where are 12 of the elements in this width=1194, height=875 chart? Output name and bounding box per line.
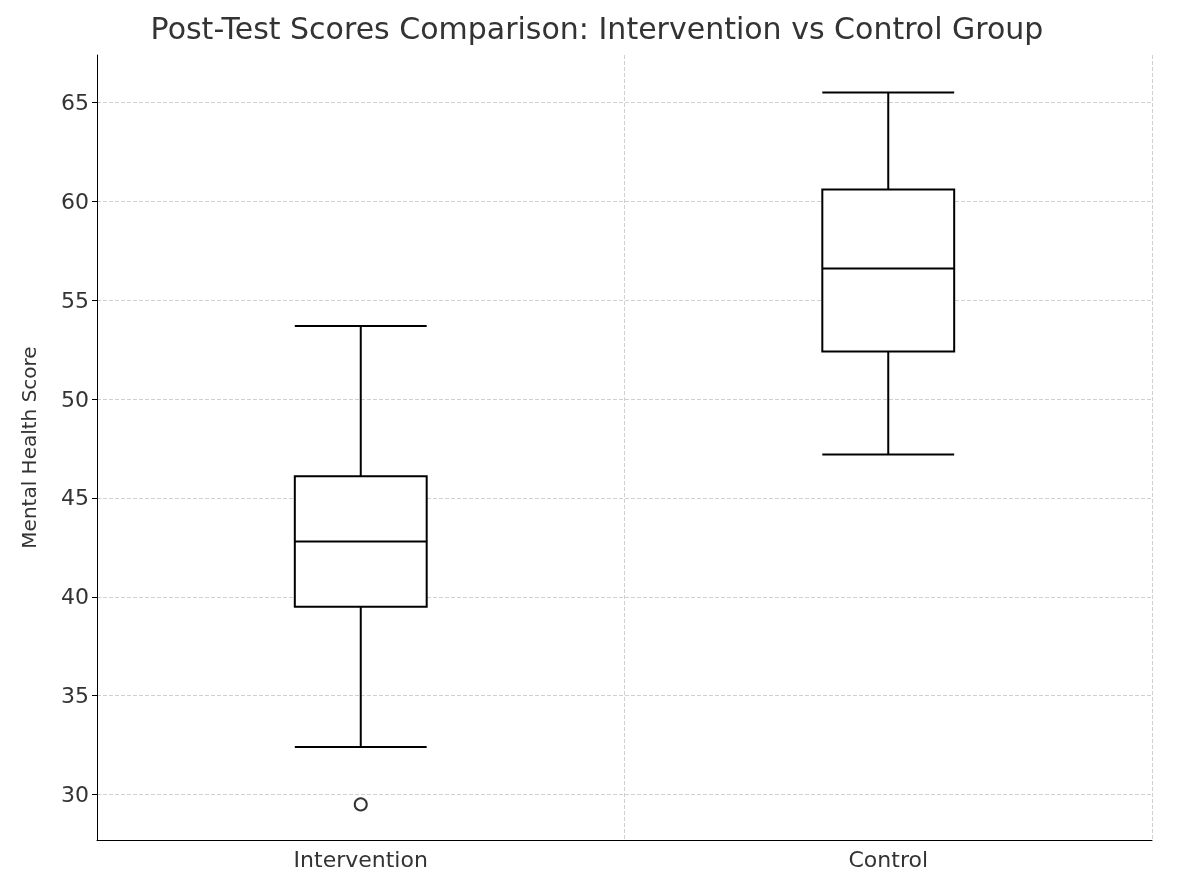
y-axis-title: Mental Health Score (17, 346, 41, 549)
y-tick-label: 50 (61, 386, 89, 412)
y-tick-label: 55 (61, 287, 89, 313)
x-tick-label: Intervention (293, 846, 428, 872)
y-tick-label: 60 (61, 188, 89, 214)
y-tick-label: 65 (61, 89, 89, 115)
y-tick-label: 45 (61, 485, 89, 511)
y-tick-label: 35 (61, 683, 89, 709)
y-tick-label: 40 (61, 584, 89, 610)
x-tick-label: Control (848, 846, 929, 872)
y-tick-label: 30 (61, 782, 89, 808)
chart-title: Post-Test Scores Comparison: Intervention vs Control Group (150, 10, 1044, 46)
